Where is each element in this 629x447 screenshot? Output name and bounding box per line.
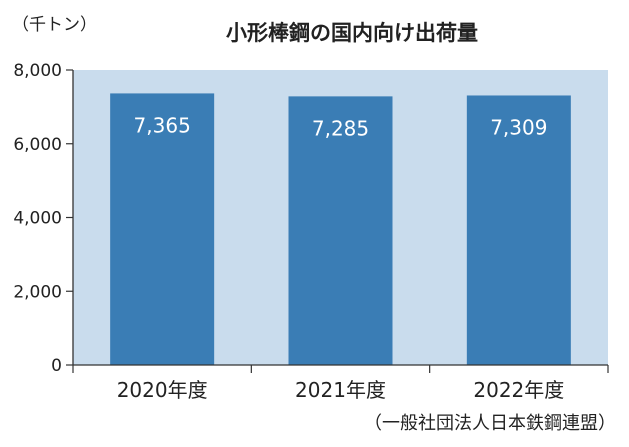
y-tick-label: 4,000 (13, 209, 62, 229)
data-label: 7,285 (312, 116, 369, 140)
unit-label: （千トン） (12, 15, 97, 35)
x-tick-label: 2020年度 (117, 378, 208, 402)
x-tick-label: 2021年度 (295, 378, 386, 402)
bar (288, 96, 393, 365)
y-tick-label: 2,000 (13, 282, 62, 302)
data-label: 7,309 (490, 115, 547, 139)
bar (466, 95, 571, 365)
source-note: （一般社団法人日本鉄鋼連盟） (364, 413, 616, 434)
y-tick-label: 8,000 (13, 61, 62, 81)
bar (110, 93, 215, 366)
y-tick-label: 6,000 (13, 135, 62, 155)
chart-title: 小形棒鋼の国内向け出荷量 (226, 21, 478, 45)
x-tick-label: 2022年度 (473, 378, 564, 402)
y-tick-label: 0 (51, 356, 62, 376)
data-label: 7,365 (134, 113, 191, 137)
